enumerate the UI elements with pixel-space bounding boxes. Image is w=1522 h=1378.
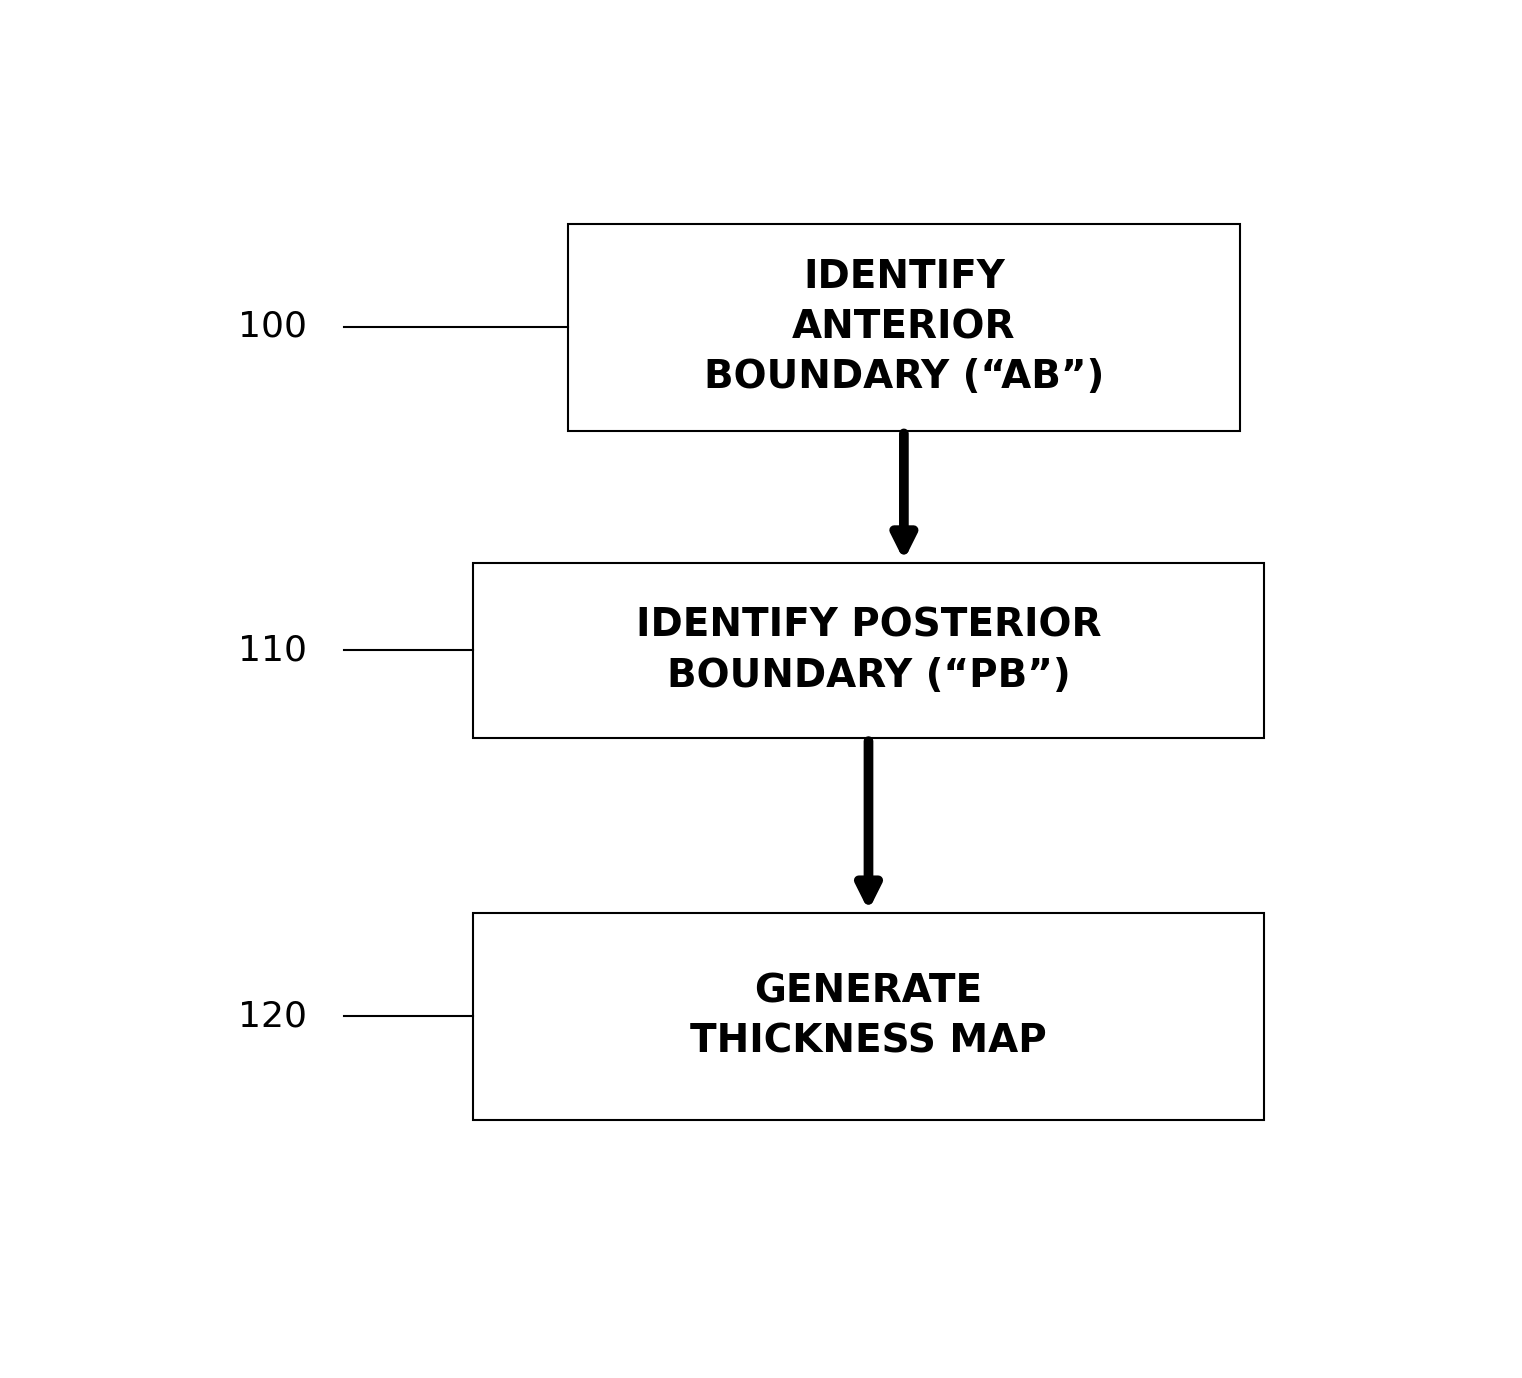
Bar [473,914,1263,1120]
Text: 120: 120 [239,999,307,1034]
Text: IDENTIFY POSTERIOR
BOUNDARY (“PB”): IDENTIFY POSTERIOR BOUNDARY (“PB”) [636,606,1102,695]
Text: IDENTIFY
ANTERIOR
BOUNDARY (“AB”): IDENTIFY ANTERIOR BOUNDARY (“AB”) [703,258,1103,395]
Text: 100: 100 [239,310,307,343]
Bar [568,223,1240,430]
Text: GENERATE
THICKNESS MAP: GENERATE THICKNESS MAP [689,973,1047,1061]
Bar [473,564,1263,739]
Text: 110: 110 [239,634,307,667]
